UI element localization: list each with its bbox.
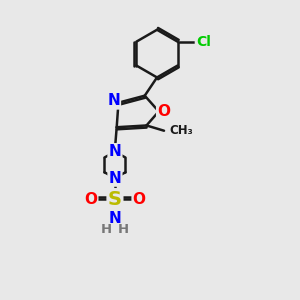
- Text: N: N: [107, 93, 120, 108]
- Text: O: O: [157, 104, 170, 119]
- Text: S: S: [108, 190, 122, 208]
- Text: O: O: [133, 192, 146, 207]
- Text: H: H: [118, 223, 129, 236]
- Text: N: N: [109, 170, 121, 185]
- Text: Cl: Cl: [196, 35, 211, 49]
- Text: CH₃: CH₃: [169, 124, 193, 136]
- Text: N: N: [109, 211, 121, 226]
- Text: O: O: [84, 192, 97, 207]
- Text: N: N: [109, 144, 121, 159]
- Text: H: H: [100, 223, 112, 236]
